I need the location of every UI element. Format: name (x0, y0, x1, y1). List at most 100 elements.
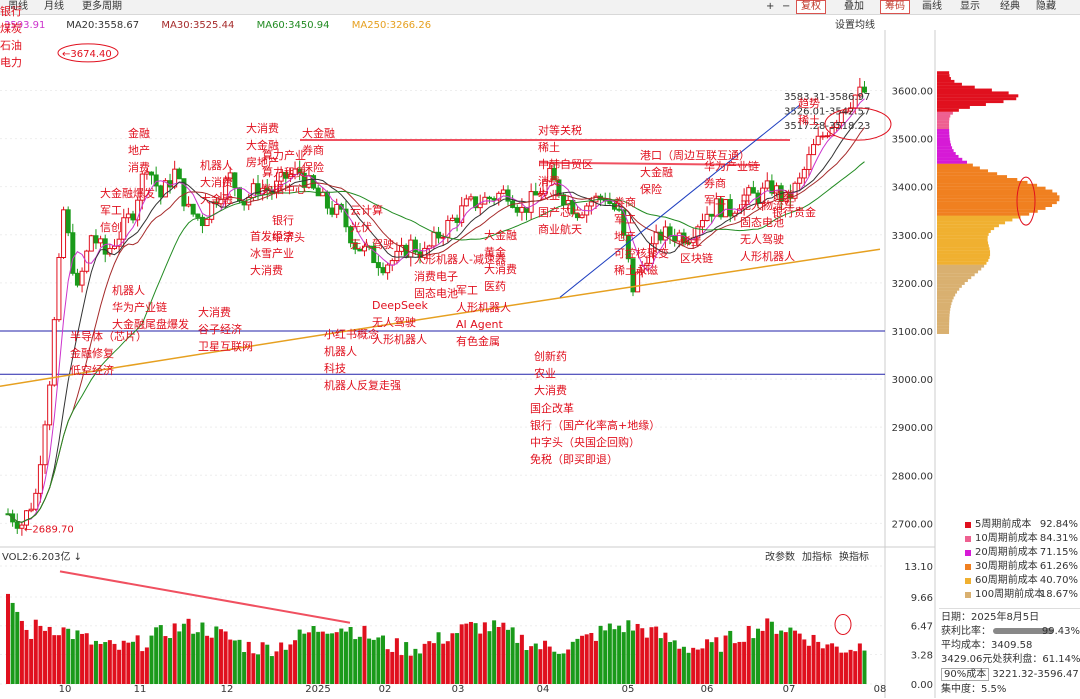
vol-control-2[interactable]: 换指标 (839, 550, 869, 563)
candle-body (306, 175, 312, 188)
annotation: 大金融尾盘爆发 (112, 317, 189, 331)
volume-bar (10, 602, 15, 684)
candle-body (686, 242, 692, 245)
annotation: 大消费 (484, 262, 517, 276)
ma250-line (0, 248, 881, 388)
volume-bar (381, 635, 385, 684)
tab-more-periods[interactable]: 更多周期 (82, 1, 122, 12)
annotation: 大金融 (302, 126, 335, 140)
chip-bar (937, 302, 952, 306)
vol-control-0[interactable]: 改参数 (765, 550, 795, 563)
chip-bar (937, 267, 982, 271)
volume-bar (205, 635, 210, 684)
chip-bar (937, 154, 959, 158)
candle-body (718, 198, 724, 218)
candle-body (334, 203, 340, 215)
annotation: 券商 (302, 143, 324, 157)
volume-bar (404, 642, 409, 684)
chip-bar (937, 253, 991, 257)
cost90-select[interactable]: 90%成本 (941, 668, 990, 681)
annotation: 医药 (484, 280, 506, 293)
chips-button[interactable]: 筹码 (880, 0, 910, 14)
vol-tick-1: 9.66 (911, 593, 933, 604)
minus-icon[interactable]: − (782, 1, 791, 12)
volume-bar (283, 649, 288, 684)
candle-body (121, 217, 127, 240)
volume-bar (98, 643, 103, 684)
annotation: 黄金 (484, 245, 506, 259)
chip-bar (937, 85, 975, 89)
volume-bar (61, 627, 66, 684)
chip-legend-value: 84.31% (1039, 533, 1078, 544)
annotation: 军工 (614, 213, 636, 226)
x-tick-1: 11 (134, 684, 147, 695)
volume-bar (631, 630, 635, 684)
chip-legend-row: 5周期前成本 92.84% (941, 518, 1080, 532)
tab-monthly[interactable]: 月线 (44, 1, 64, 12)
annotation: 稀土 (798, 114, 820, 127)
chip-circle (824, 107, 892, 141)
volume-bar (33, 619, 38, 684)
volume-bar (515, 642, 520, 684)
annotation: 半导体（芯片） (70, 329, 147, 343)
price-tick-9: 2700.00 (892, 519, 933, 530)
volume-bar (149, 635, 154, 684)
candle-body (348, 226, 354, 244)
volume-bar (195, 632, 200, 684)
candle-body (491, 198, 497, 201)
annotation: 区块链 (680, 251, 713, 265)
chip-legend-label: 100周期前成本 (975, 589, 1045, 600)
fuquan-button[interactable]: 复权 (796, 0, 826, 14)
chip-bar (937, 198, 1060, 202)
display-button[interactable]: 显示 (960, 1, 980, 12)
chip-bar (937, 166, 980, 170)
volume-bar (779, 630, 784, 684)
candle-body (135, 199, 141, 221)
annotation: 谷子经济 (198, 322, 242, 336)
hide-button[interactable]: 隐藏 (1036, 1, 1056, 12)
tab-weekly[interactable]: 周线 (8, 1, 28, 12)
plus-icon[interactable]: + (766, 1, 775, 12)
candle-body (153, 174, 159, 187)
classic-button[interactable]: 经典 (1000, 1, 1020, 12)
price-tick-4: 3200.00 (892, 279, 933, 290)
overlay-button[interactable]: 叠加 (844, 1, 864, 12)
candle-body (338, 203, 344, 210)
volume-bar (746, 625, 751, 684)
chip-legend-label: 5周期前成本 (975, 519, 1032, 530)
volume-bar (274, 651, 279, 684)
volume-bar (765, 618, 770, 684)
volume-bar (751, 638, 756, 684)
volume-bar (788, 627, 793, 684)
volume-bar (297, 629, 302, 684)
annotation: 数据中心 (262, 182, 306, 196)
chip-bar (937, 279, 968, 283)
volume-bar (362, 625, 367, 684)
volume-circle (834, 614, 852, 636)
chip-bar (937, 178, 1018, 182)
volume-bar (561, 653, 566, 684)
date-label: 日期： (941, 612, 971, 623)
volume-bar (658, 638, 663, 684)
annotation: 国产芯片 (538, 205, 582, 219)
chip-bar (937, 203, 1053, 207)
volume-bar (413, 648, 418, 684)
candle-body (616, 208, 622, 211)
candle-body (176, 168, 182, 180)
annotation: 首发经济 (250, 229, 294, 243)
candle-body (329, 207, 335, 215)
candle-body (375, 262, 381, 269)
draw-button[interactable]: 画线 (922, 1, 942, 12)
settings-ma-label: 设置均线 (835, 18, 875, 31)
candle-body (24, 510, 30, 526)
annotation: 人形机器人-减速器 (414, 252, 506, 266)
chip-bar (937, 270, 979, 274)
annotation: 银行贵金 (772, 205, 816, 219)
volume-bar (774, 633, 779, 684)
annotation: 固态电池 (740, 216, 784, 229)
vol-control-1[interactable]: 加指标 (802, 550, 832, 563)
volume-bar (279, 642, 284, 684)
candle-body (695, 226, 701, 239)
candle-body (380, 267, 386, 274)
volume-bar (246, 641, 251, 684)
